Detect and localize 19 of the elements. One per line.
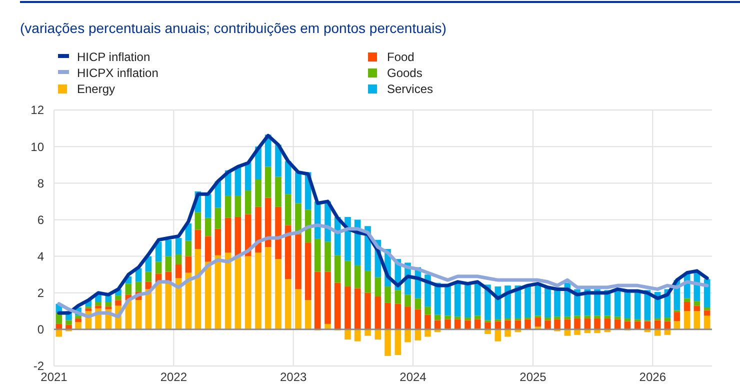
y-tick-label: 2 <box>37 286 44 300</box>
x-tick-label: 2025 <box>520 370 547 384</box>
y-tick-label: 4 <box>37 249 44 264</box>
legend-label: Services <box>387 82 434 96</box>
legend-label: HICPX inflation <box>77 66 158 80</box>
y-tick-label: 8 <box>37 176 44 190</box>
y-tick-label: 6 <box>37 212 44 227</box>
chart-title: (variações percentuais anuais; contribuições em pontos percentuais) <box>20 20 446 36</box>
legend-label: Food <box>387 50 414 64</box>
legend-label: Goods <box>387 66 422 80</box>
y-tick-label: 10 <box>30 140 44 154</box>
x-tick-label: 2022 <box>160 370 188 384</box>
y-tick-label: 12 <box>30 103 44 118</box>
y-tick-label: 0 <box>37 322 44 337</box>
x-tick-label: 2023 <box>280 370 307 384</box>
x-tick-label: 2026 <box>639 370 666 384</box>
legend-label: Energy <box>77 82 116 96</box>
legend-label: HICP inflation <box>77 50 150 64</box>
x-tick-label: 2024 <box>400 370 427 384</box>
